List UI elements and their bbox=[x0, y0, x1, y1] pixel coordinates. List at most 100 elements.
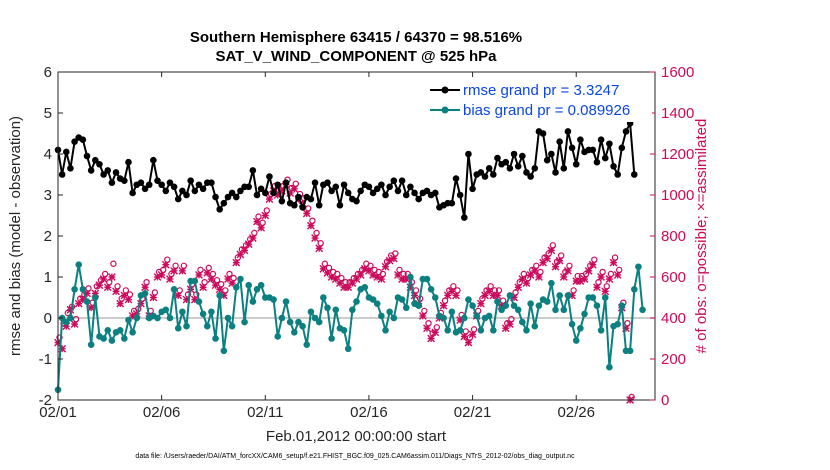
obs-assimilated-point bbox=[178, 266, 187, 275]
bias-point bbox=[614, 320, 621, 328]
bias-point bbox=[597, 327, 605, 334]
bias-point bbox=[324, 304, 331, 312]
rmse-point bbox=[332, 183, 340, 191]
bias-point bbox=[514, 306, 522, 314]
rmse-point bbox=[622, 128, 630, 135]
obs-assimilated-point bbox=[302, 209, 311, 218]
obs-assimilated-point bbox=[307, 221, 315, 230]
obs-assimilated-point bbox=[514, 283, 523, 292]
rmse-point bbox=[187, 177, 194, 184]
x-tick-label: 02/21 bbox=[454, 404, 492, 421]
rmse-point bbox=[614, 171, 621, 178]
bias-point bbox=[129, 329, 136, 336]
y-tick-label: 3 bbox=[44, 187, 52, 204]
obs-assimilated-point bbox=[170, 266, 178, 275]
data-file-footnote: data file: /Users/raeder/DAI/ATM_forcXX/… bbox=[135, 453, 575, 460]
obs-assimilated-point bbox=[593, 283, 601, 292]
y2-tick-label: 1000 bbox=[661, 187, 694, 204]
bias-point bbox=[369, 296, 377, 303]
rmse-point bbox=[415, 195, 422, 203]
rmse-point bbox=[253, 191, 261, 199]
bias-point bbox=[361, 283, 369, 291]
rmse-point bbox=[174, 195, 182, 203]
rmse-point bbox=[112, 169, 120, 176]
bias-point bbox=[121, 335, 128, 342]
obs-assimilated-point bbox=[315, 244, 324, 253]
y2-tick-label: 0 bbox=[661, 392, 669, 409]
bias-point bbox=[162, 306, 170, 314]
bias-point bbox=[531, 322, 539, 330]
rmse-point bbox=[543, 156, 551, 164]
rmse-point bbox=[369, 189, 377, 197]
obs-assimilated-point bbox=[559, 273, 568, 281]
bias-point bbox=[593, 302, 601, 310]
bias-point bbox=[257, 281, 265, 289]
rmse-point bbox=[121, 177, 128, 184]
obs-assimilated-point bbox=[389, 254, 398, 263]
chart-subtitle: SAT_V_WIND_COMPONENT @ 525 hPa bbox=[215, 48, 497, 65]
rmse-point bbox=[344, 189, 352, 197]
obs-assimilated-point bbox=[605, 275, 614, 283]
x-tick-label: 02/26 bbox=[557, 404, 595, 421]
legend-bias-marker bbox=[441, 106, 449, 114]
bias-point bbox=[83, 298, 91, 305]
rmse-point bbox=[212, 193, 219, 201]
rmse-point bbox=[402, 191, 410, 199]
bias-point bbox=[75, 261, 83, 269]
rmse-point bbox=[266, 173, 273, 180]
bias-point bbox=[340, 327, 348, 334]
obs-assimilated-point bbox=[580, 275, 589, 283]
bias-point bbox=[199, 310, 207, 318]
bias-point bbox=[469, 302, 476, 310]
bias-point bbox=[398, 296, 406, 303]
bias-point bbox=[448, 308, 456, 316]
obs-assimilated-point bbox=[543, 254, 552, 263]
rmse-point bbox=[481, 173, 489, 180]
bias-point bbox=[87, 341, 95, 348]
x-tick-label: 02/06 bbox=[143, 404, 181, 421]
bias-point bbox=[456, 327, 464, 334]
y2-tick-label: 400 bbox=[661, 310, 686, 327]
bias-point bbox=[564, 292, 572, 299]
bias-point bbox=[245, 281, 253, 289]
rmse-point bbox=[150, 156, 157, 164]
legend-rmse-marker bbox=[441, 86, 449, 94]
bias-point bbox=[510, 302, 518, 310]
y-tick-label: -1 bbox=[39, 351, 52, 368]
rmse-point bbox=[92, 156, 99, 164]
obs-assimilated-point bbox=[103, 283, 112, 292]
bias-point bbox=[179, 308, 186, 316]
rmse-point bbox=[469, 185, 476, 193]
obs-assimilated-point bbox=[427, 334, 436, 343]
rmse-point bbox=[299, 204, 306, 211]
rmse-point bbox=[87, 167, 95, 174]
rmse-point bbox=[527, 173, 534, 180]
bias-point bbox=[315, 318, 323, 326]
rmse-point bbox=[531, 165, 539, 172]
bias-point bbox=[328, 335, 335, 342]
bias-point bbox=[224, 314, 232, 322]
rmse-point bbox=[610, 163, 617, 170]
rmse-point bbox=[506, 165, 514, 172]
bias-point bbox=[535, 302, 543, 310]
obs-assimilated-point bbox=[203, 269, 212, 277]
obs-assimilated-point bbox=[95, 281, 104, 290]
obs-assimilated-point bbox=[70, 320, 79, 329]
rmse-point bbox=[423, 187, 431, 195]
obs-assimilated-point bbox=[431, 328, 440, 337]
bias-point bbox=[431, 294, 439, 301]
rmse-point bbox=[162, 187, 170, 195]
rmse-point bbox=[166, 179, 174, 186]
y-tick-label: 5 bbox=[44, 105, 52, 122]
bias-point bbox=[407, 273, 414, 281]
bias-point bbox=[519, 318, 526, 326]
obs-assimilated-point bbox=[452, 291, 460, 300]
rmse-point bbox=[199, 185, 207, 193]
rmse-point bbox=[564, 128, 572, 135]
obs-assimilated-point bbox=[311, 234, 319, 242]
y-axis-right: 0 200 400 600 800 1000 1200 1400 1600 bbox=[650, 64, 694, 409]
bias-point bbox=[577, 324, 584, 332]
obs-assimilated-point bbox=[522, 279, 531, 288]
rmse-point bbox=[137, 179, 145, 186]
obs-assimilated-point bbox=[464, 338, 473, 347]
